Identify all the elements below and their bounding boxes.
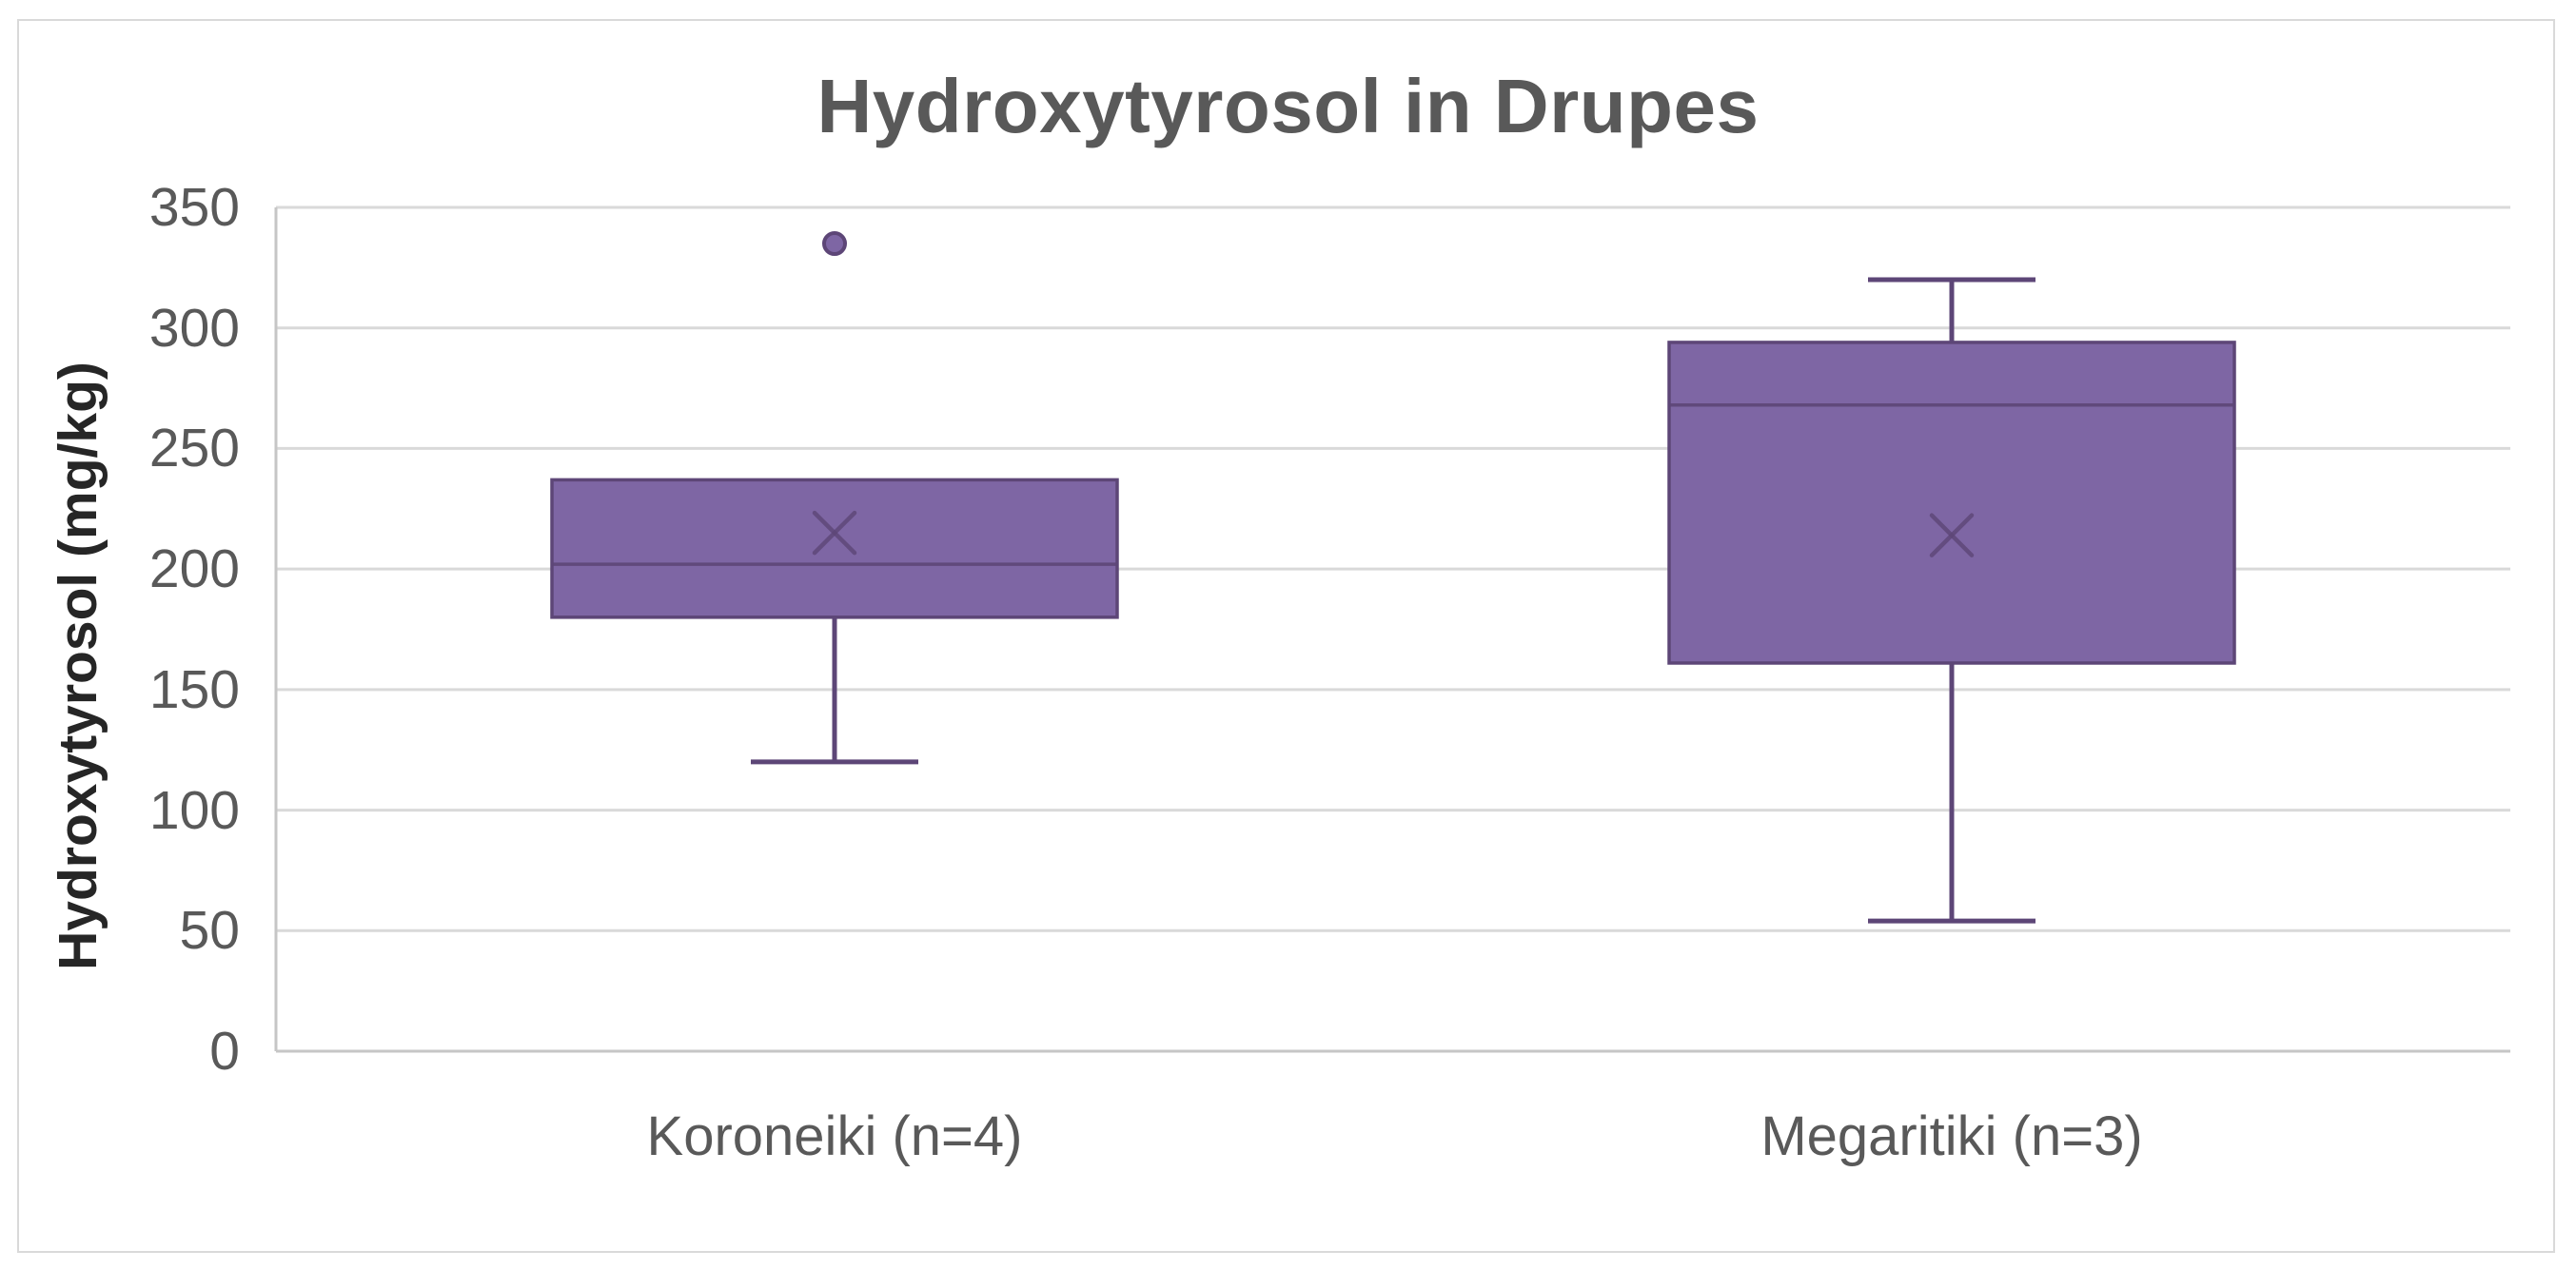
x-category-label-megaritiki-n-3: Megaritiki (n=3): [1760, 1105, 2143, 1167]
y-tick-label-100: 100: [148, 779, 240, 841]
outlier-point-koroneiki-n-4: [822, 231, 847, 257]
x-category-label-koroneiki-n-4: Koroneiki (n=4): [646, 1105, 1023, 1167]
y-tick-label-200: 200: [148, 538, 240, 600]
mean-x-marker-megaritiki-n-3: [1929, 513, 1975, 557]
y-tick-label-250: 250: [148, 418, 240, 479]
mean-x-marker-koroneiki-n-4: [812, 510, 857, 556]
y-tick-label-300: 300: [148, 297, 240, 359]
box-megaritiki-n-3: [1667, 341, 2236, 665]
chart-title: Hydroxytyrosol in Drupes: [816, 64, 1760, 148]
box-koroneiki-n-4: [550, 478, 1119, 619]
y-tick-label-50: 50: [179, 900, 240, 962]
y-tick-label-0: 0: [209, 1021, 240, 1082]
y-tick-label-150: 150: [148, 658, 240, 720]
chart-outer-frame: [17, 19, 2555, 1253]
y-tick-label-350: 350: [148, 177, 240, 238]
